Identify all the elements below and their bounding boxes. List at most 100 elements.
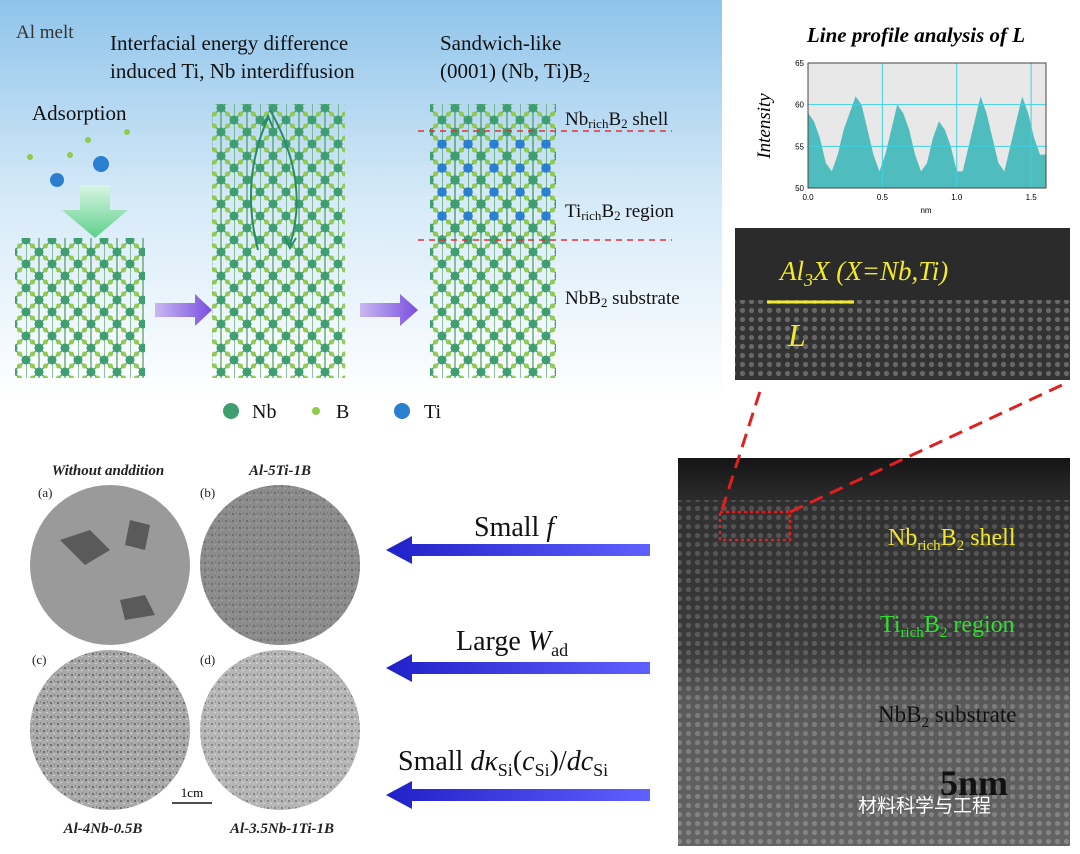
micrograph-title: Al-5Ti-1B bbox=[248, 463, 311, 479]
micrograph bbox=[200, 650, 360, 810]
stem-label: TirichB2 region bbox=[880, 612, 1015, 641]
lattice bbox=[15, 238, 145, 378]
legend-label: Ti bbox=[424, 401, 442, 423]
sub: rich bbox=[917, 538, 941, 554]
label: Sandwich-like bbox=[440, 31, 561, 55]
label: NbB2 substrate bbox=[565, 288, 680, 310]
sub: 2 bbox=[621, 116, 628, 131]
floating-atoms bbox=[27, 129, 130, 187]
y-tick-label: 55 bbox=[795, 142, 804, 151]
stem-atoms bbox=[678, 500, 1070, 846]
legend-label: Nb bbox=[252, 401, 276, 423]
profile-area bbox=[808, 96, 1046, 188]
panel-letter: (c) bbox=[32, 652, 46, 667]
panel-letter: (b) bbox=[200, 485, 215, 500]
scale-label: 5nm bbox=[940, 763, 1008, 803]
t: region bbox=[947, 612, 1014, 638]
t: Nb bbox=[888, 525, 917, 551]
sub: 2 bbox=[921, 715, 929, 731]
t: c bbox=[522, 746, 535, 777]
sub: rich bbox=[588, 116, 609, 131]
t: shell bbox=[628, 109, 669, 130]
label: induced Ti, Nb interdiffusion bbox=[110, 59, 355, 83]
label: Interfacial energy difference bbox=[110, 31, 348, 55]
stem-label: NbrichB2 shell bbox=[888, 525, 1016, 554]
y-tick-label: 50 bbox=[795, 184, 804, 193]
t: B bbox=[941, 525, 957, 551]
label: TirichB2 region bbox=[565, 201, 674, 223]
sub: Si bbox=[498, 760, 513, 780]
t: Nb bbox=[565, 109, 588, 130]
arrow bbox=[386, 654, 650, 682]
stem-marker: L bbox=[787, 317, 806, 353]
t: dκ bbox=[470, 746, 498, 777]
micrograph-title: Al-3.5Nb-1Ti-1B bbox=[229, 821, 334, 837]
x-tick-label: 1.5 bbox=[1026, 193, 1038, 202]
t: )/ bbox=[550, 746, 567, 777]
label: (0001) (Nb, Ti)B bbox=[440, 59, 583, 83]
micrograph-texture bbox=[200, 485, 360, 645]
zoom-connector bbox=[789, 383, 1063, 514]
sub: rich bbox=[900, 625, 924, 641]
y-axis-label: Intensity bbox=[754, 93, 775, 160]
panel-letter: (d) bbox=[200, 652, 215, 667]
scale-label: 1cm bbox=[181, 785, 203, 800]
micrograph bbox=[30, 650, 190, 810]
panel-letter: (a) bbox=[38, 485, 52, 500]
watermark: 材料科学与工程 bbox=[858, 795, 991, 817]
zoom-box bbox=[718, 510, 792, 542]
arrow-label: Large Wad bbox=[456, 626, 568, 660]
micrographs: Without anddition Al-5Ti-1B Al-4Nb-0.5B … bbox=[30, 463, 360, 837]
micrograph-title: Without anddition bbox=[52, 463, 164, 479]
x-axis-label: nm bbox=[920, 206, 931, 215]
t: NbB bbox=[878, 702, 921, 727]
plot-frame bbox=[807, 62, 1047, 189]
micrograph-title: Al-4Nb-0.5B bbox=[63, 821, 143, 837]
sub: 2 bbox=[614, 208, 621, 223]
t: substrate bbox=[929, 702, 1017, 727]
y-tick-label: 60 bbox=[795, 101, 804, 110]
lattice bbox=[212, 104, 345, 378]
t: Small bbox=[398, 746, 470, 777]
legend: Nb B Ti bbox=[223, 401, 442, 423]
sub: 2 bbox=[940, 625, 948, 641]
t: W bbox=[528, 626, 554, 657]
t: region bbox=[621, 201, 675, 222]
t: Ti bbox=[565, 201, 581, 222]
x-tick-label: 0.5 bbox=[877, 193, 889, 202]
t: B bbox=[924, 612, 940, 638]
sub: 3 bbox=[803, 270, 813, 290]
step-arrow bbox=[360, 294, 418, 326]
label: (0001) (Nb, Ti)B2 bbox=[440, 59, 590, 86]
sub: 2 bbox=[601, 295, 608, 310]
label: Al melt bbox=[16, 22, 74, 43]
t: f bbox=[546, 512, 557, 543]
arrow bbox=[386, 781, 650, 809]
sub: Si bbox=[535, 760, 550, 780]
t: Al bbox=[778, 256, 804, 286]
x-tick-label: 0.0 bbox=[802, 193, 814, 202]
t: X (X=Nb,Ti) bbox=[812, 256, 948, 286]
label: Adsorption bbox=[32, 101, 127, 125]
schematic-texts: Al melt Adsorption Interfacial energy di… bbox=[16, 22, 680, 310]
legend-label: B bbox=[336, 401, 349, 423]
t: Ti bbox=[880, 612, 901, 638]
diffusion-arrows bbox=[249, 109, 298, 251]
grains bbox=[60, 520, 155, 620]
t: Small bbox=[474, 512, 546, 543]
label: NbrichB2 shell bbox=[565, 109, 668, 131]
lattice-ti bbox=[430, 140, 556, 236]
arrow bbox=[386, 536, 650, 564]
t: B bbox=[608, 109, 621, 130]
t: shell bbox=[964, 525, 1016, 551]
sub: ad bbox=[551, 640, 568, 660]
t: dc bbox=[567, 746, 594, 777]
t: Large bbox=[456, 626, 528, 657]
adsorption-arrow bbox=[62, 185, 128, 238]
arrow-label: Small f bbox=[474, 512, 557, 543]
x-tick-label: 1.0 bbox=[951, 193, 963, 202]
t: B bbox=[601, 201, 614, 222]
sub: rich bbox=[581, 208, 602, 223]
t: ( bbox=[513, 746, 522, 777]
